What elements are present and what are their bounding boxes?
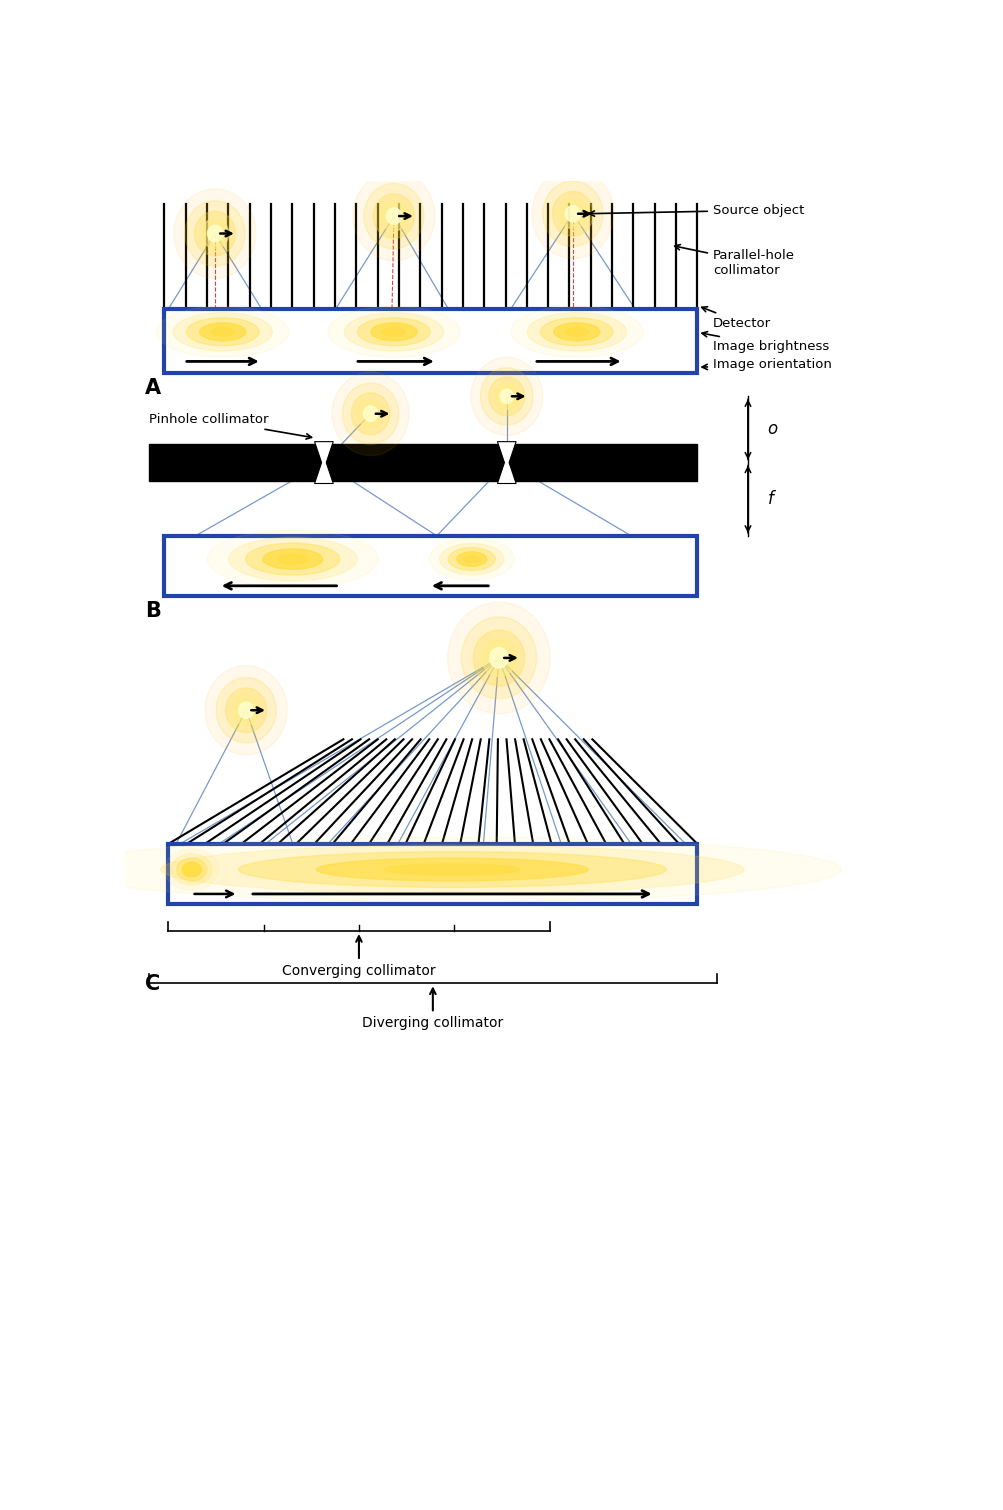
Polygon shape [314, 441, 333, 483]
Ellipse shape [357, 400, 383, 427]
Text: Pinhole collimator: Pinhole collimator [148, 414, 311, 439]
Ellipse shape [499, 390, 513, 403]
Ellipse shape [481, 639, 516, 676]
Ellipse shape [463, 556, 478, 563]
Text: Diverging collimator: Diverging collimator [362, 989, 503, 1030]
Text: A: A [144, 378, 160, 397]
Ellipse shape [527, 313, 626, 350]
Ellipse shape [439, 544, 504, 575]
Ellipse shape [278, 554, 308, 565]
Ellipse shape [185, 201, 245, 266]
Ellipse shape [532, 169, 614, 258]
Text: Image orientation: Image orientation [701, 358, 831, 371]
Ellipse shape [173, 313, 272, 350]
Ellipse shape [559, 199, 586, 228]
Ellipse shape [238, 852, 666, 888]
Ellipse shape [552, 192, 593, 236]
Ellipse shape [447, 548, 494, 571]
Ellipse shape [543, 181, 603, 246]
Text: Converging collimator: Converging collimator [282, 936, 435, 977]
Ellipse shape [565, 328, 588, 337]
Ellipse shape [174, 189, 256, 278]
Bar [148, 444, 697, 482]
Ellipse shape [470, 358, 543, 435]
Ellipse shape [511, 307, 642, 358]
Ellipse shape [63, 837, 841, 901]
Ellipse shape [327, 307, 459, 358]
Ellipse shape [472, 630, 525, 686]
Text: Parallel-hole
collimator: Parallel-hole collimator [674, 245, 794, 276]
Ellipse shape [187, 317, 259, 346]
Ellipse shape [332, 371, 408, 456]
Ellipse shape [382, 328, 405, 337]
Ellipse shape [489, 648, 508, 667]
Polygon shape [496, 441, 516, 483]
Ellipse shape [460, 618, 537, 699]
Ellipse shape [156, 307, 289, 358]
Ellipse shape [380, 201, 407, 231]
Text: Source object: Source object [589, 204, 803, 217]
Ellipse shape [195, 211, 236, 255]
Text: B: B [144, 601, 160, 621]
Ellipse shape [164, 849, 219, 891]
Ellipse shape [216, 678, 276, 743]
Ellipse shape [428, 538, 515, 580]
Ellipse shape [205, 666, 287, 755]
Ellipse shape [357, 317, 430, 346]
Ellipse shape [201, 219, 229, 249]
Ellipse shape [342, 384, 398, 444]
Ellipse shape [246, 544, 340, 575]
Ellipse shape [344, 313, 443, 350]
Text: Image brightness: Image brightness [701, 332, 828, 353]
Ellipse shape [207, 530, 378, 587]
Ellipse shape [373, 193, 414, 239]
Ellipse shape [160, 846, 743, 894]
Bar [164, 536, 697, 596]
Bar [164, 310, 697, 373]
Ellipse shape [553, 323, 600, 341]
Ellipse shape [540, 317, 613, 346]
Ellipse shape [494, 384, 519, 409]
Ellipse shape [384, 864, 520, 876]
Ellipse shape [208, 225, 223, 242]
Ellipse shape [263, 550, 322, 569]
Ellipse shape [363, 406, 377, 421]
Ellipse shape [177, 858, 207, 880]
Ellipse shape [351, 393, 389, 435]
Ellipse shape [488, 378, 525, 415]
Ellipse shape [239, 702, 254, 719]
Ellipse shape [226, 689, 267, 732]
Ellipse shape [386, 208, 401, 225]
Ellipse shape [232, 695, 260, 725]
Ellipse shape [211, 328, 234, 337]
Ellipse shape [172, 853, 212, 885]
Ellipse shape [370, 323, 416, 341]
Ellipse shape [182, 862, 201, 877]
Text: Detector: Detector [701, 307, 770, 329]
Ellipse shape [200, 323, 246, 341]
Ellipse shape [565, 205, 580, 222]
Ellipse shape [447, 602, 550, 714]
Text: f: f [766, 491, 772, 509]
Ellipse shape [187, 865, 197, 873]
Ellipse shape [316, 858, 588, 880]
Ellipse shape [363, 183, 423, 249]
Bar [169, 844, 697, 904]
Text: o: o [766, 420, 776, 438]
Text: C: C [144, 974, 160, 994]
Ellipse shape [479, 367, 533, 424]
Ellipse shape [456, 551, 486, 566]
Ellipse shape [352, 172, 434, 261]
Ellipse shape [229, 538, 357, 581]
